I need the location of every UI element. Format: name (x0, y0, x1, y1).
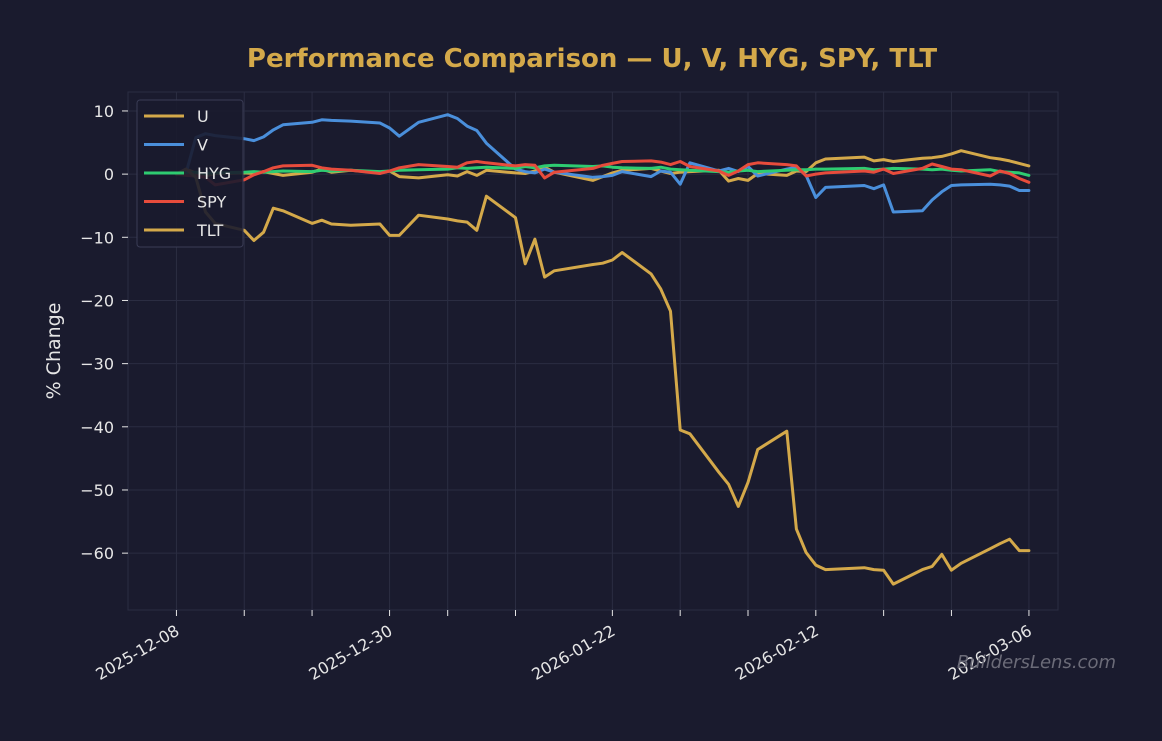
legend-label-hyg: HYG (197, 164, 231, 183)
y-tick-label: 0 (104, 165, 114, 184)
y-tick-label: −30 (80, 355, 114, 374)
y-tick-label: −60 (80, 544, 114, 563)
series-lines (174, 113, 1031, 586)
series-line-spy (174, 159, 1031, 187)
legend-box (136, 99, 244, 248)
series-line-hyg (174, 163, 1031, 177)
legend-label-spy: SPY (197, 193, 226, 212)
legend-label-v: V (197, 136, 208, 155)
series-line-tlt (174, 167, 1031, 586)
watermark: BuildersLens.com (957, 652, 1116, 673)
y-tick-label: −50 (80, 481, 114, 500)
legend: UV HYG SPY TLT (136, 99, 244, 248)
legend-label-u: U (197, 107, 209, 126)
y-tick-label: −40 (80, 418, 114, 437)
y-tick-label: −10 (80, 228, 114, 247)
series-line-v (174, 113, 1031, 214)
legend-label-tlt: TLT (196, 221, 223, 240)
y-axis-ticks: 10 0 −10 −20 −30 −40 −50 −60 (80, 102, 128, 563)
y-tick-label: −20 (80, 291, 114, 310)
y-tick-label: 10 (94, 102, 114, 121)
plot-frame (127, 91, 1059, 611)
chart-title: Performance Comparison — U, V, HYG, SPY,… (247, 44, 937, 74)
y-axis-label: % Change (43, 303, 65, 400)
axes (127, 91, 1059, 611)
